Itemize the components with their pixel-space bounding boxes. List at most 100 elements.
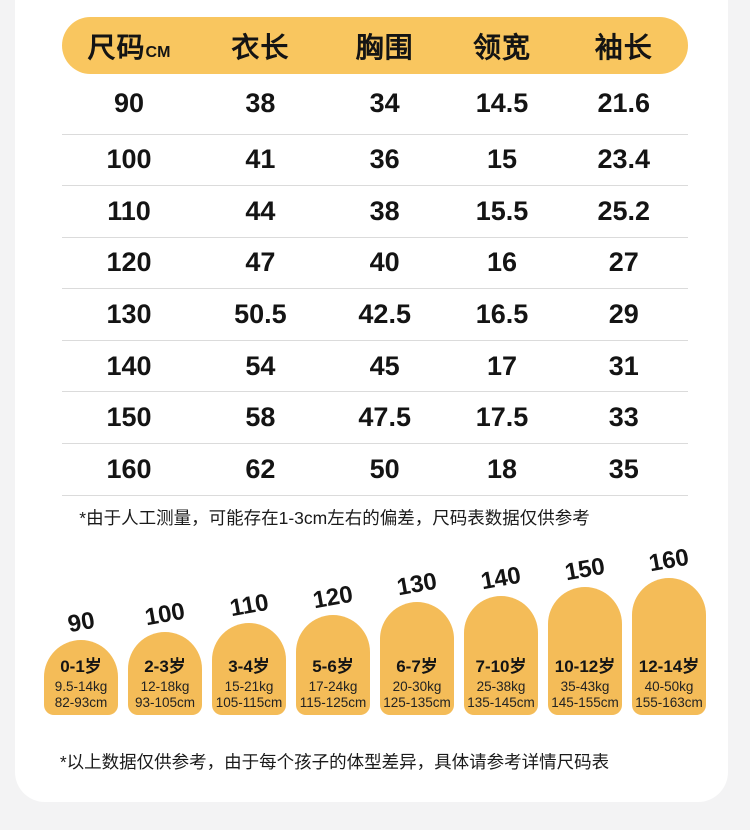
cell-chest: 50 — [369, 453, 400, 484]
age-range: 10-12岁 — [554, 657, 616, 676]
reference-note: *以上数据仅供参考，由于每个孩子的体型差异，具体请参考详情尺码表 — [59, 752, 610, 772]
age-range: 3-4岁 — [228, 657, 270, 676]
cell-length: 47 — [245, 247, 276, 278]
cell-length: 44 — [245, 195, 276, 226]
weight-range: 9.5-14kg — [54, 679, 108, 694]
size-guide-size-label: 150 — [562, 552, 607, 587]
column-header-neck: 领宽 — [473, 31, 532, 63]
cell-chest: 40 — [369, 247, 400, 278]
cell-neck: 15.5 — [475, 195, 529, 226]
cell-chest: 38 — [369, 195, 400, 226]
cell-neck: 18 — [487, 453, 518, 484]
size-guide-arch: 7-10岁 25-38kg 135-145cm — [464, 596, 538, 715]
cell-chest: 45 — [369, 350, 400, 381]
size-guide-arch: 2-3岁 12-18kg 93-105cm — [128, 632, 202, 715]
table-row: 130 50.5 42.5 16.5 29 — [62, 289, 688, 341]
height-range: 145-155cm — [551, 695, 619, 710]
size-guide-size-label: 160 — [646, 543, 691, 578]
cell-length: 50.5 — [234, 299, 287, 330]
cell-length: 62 — [245, 453, 276, 484]
cell-chest: 34 — [369, 88, 400, 119]
table-row: 110 44 38 15.5 25.2 — [62, 186, 688, 238]
cell-sleeve: 29 — [608, 299, 639, 330]
size-guide-size-label: 140 — [478, 561, 523, 596]
size-guide-arch: 6-7岁 20-30kg 125-135cm — [380, 602, 454, 715]
size-table: 尺码CM 衣长 胸围 领宽 袖长 90 38 34 14.5 21.6 100 … — [62, 17, 688, 496]
weight-range: 17-24kg — [308, 679, 358, 694]
cell-neck: 16 — [487, 247, 518, 278]
weight-range: 25-38kg — [476, 679, 526, 694]
cell-length: 41 — [245, 144, 276, 175]
height-range: 125-135cm — [383, 695, 451, 710]
size-guide-item: 150 10-12岁 35-43kg 145-155cm — [548, 545, 622, 715]
cell-size: 90 — [113, 88, 144, 119]
size-unit-label: CM — [145, 43, 171, 61]
age-range: 7-10岁 — [475, 657, 527, 676]
cell-neck: 17.5 — [475, 402, 529, 433]
size-guide-arch: 10-12岁 35-43kg 145-155cm — [548, 587, 622, 715]
size-guide-size-label: 110 — [227, 588, 271, 623]
size-guide-size-label: 90 — [65, 606, 97, 639]
cell-sleeve: 23.4 — [597, 144, 651, 175]
cell-sleeve: 31 — [608, 350, 639, 381]
size-guide-arch: 5-6岁 17-24kg 115-125cm — [296, 615, 370, 715]
age-range: 5-6岁 — [312, 657, 354, 676]
cell-size: 150 — [106, 402, 152, 433]
cell-length: 58 — [245, 402, 276, 433]
table-row: 160 62 50 18 35 — [62, 444, 688, 496]
height-range: 93-105cm — [134, 695, 196, 710]
size-guide-item: 90 0-1岁 9.5-14kg 82-93cm — [44, 545, 118, 715]
height-range: 135-145cm — [467, 695, 535, 710]
cell-size: 110 — [107, 195, 151, 226]
size-guide-item: 160 12-14岁 40-50kg 155-163cm — [632, 543, 706, 715]
size-guide-arch: 0-1岁 9.5-14kg 82-93cm — [44, 640, 118, 715]
cell-sleeve: 27 — [608, 247, 639, 278]
size-guide-item: 100 2-3岁 12-18kg 93-105cm — [128, 545, 202, 715]
column-header-length: 衣长 — [231, 31, 290, 63]
cell-length: 54 — [245, 350, 276, 381]
weight-range: 20-30kg — [392, 679, 442, 694]
weight-range: 15-21kg — [224, 679, 274, 694]
cell-sleeve: 21.6 — [597, 88, 651, 119]
age-range: 12-14岁 — [638, 657, 700, 676]
age-range: 2-3岁 — [144, 657, 186, 676]
table-row: 140 54 45 17 31 — [62, 341, 688, 393]
size-guide-arch: 12-14岁 40-50kg 155-163cm — [632, 578, 706, 715]
cell-chest: 36 — [369, 144, 400, 175]
column-header-chest: 胸围 — [355, 31, 414, 63]
cell-size: 140 — [106, 350, 152, 381]
cell-size: 100 — [106, 144, 152, 175]
height-range: 155-163cm — [635, 695, 703, 710]
cell-neck: 16.5 — [475, 299, 529, 330]
size-guide-size-label: 130 — [394, 567, 439, 602]
column-header-sleeve: 袖长 — [594, 31, 653, 63]
column-header-size: 尺码CM — [87, 31, 171, 63]
table-row: 90 38 34 14.5 21.6 — [62, 74, 688, 135]
size-guide-arch: 3-4岁 15-21kg 105-115cm — [212, 623, 286, 715]
size-guide-size-label: 120 — [310, 580, 355, 615]
cell-size: 130 — [106, 299, 152, 330]
cell-neck: 17 — [487, 350, 518, 381]
weight-range: 35-43kg — [560, 679, 610, 694]
cell-sleeve: 35 — [608, 453, 639, 484]
size-table-body: 90 38 34 14.5 21.6 100 41 36 15 23.4 110… — [62, 74, 688, 496]
cell-neck: 15 — [487, 144, 518, 175]
size-age-guide: 90 0-1岁 9.5-14kg 82-93cm 100 2-3岁 12-18k… — [44, 543, 706, 715]
age-range: 6-7岁 — [396, 657, 438, 676]
cell-sleeve: 25.2 — [597, 195, 651, 226]
table-row: 120 47 40 16 27 — [62, 238, 688, 290]
height-range: 115-125cm — [299, 695, 367, 710]
cell-length: 38 — [245, 88, 276, 119]
height-range: 105-115cm — [215, 695, 283, 710]
table-row: 100 41 36 15 23.4 — [62, 135, 688, 187]
weight-range: 12-18kg — [140, 679, 190, 694]
measurement-note: *由于人工测量，可能存在1-3cm左右的偏差，尺码表数据仅供参考 — [79, 508, 590, 528]
cell-sleeve: 33 — [608, 402, 639, 433]
size-guide-item: 110 3-4岁 15-21kg 105-115cm — [212, 545, 286, 715]
size-guide-item: 140 7-10岁 25-38kg 135-145cm — [464, 545, 538, 715]
table-row: 150 58 47.5 17.5 33 — [62, 392, 688, 445]
size-guide-item: 130 6-7岁 20-30kg 125-135cm — [380, 545, 454, 715]
cell-chest: 42.5 — [358, 299, 411, 330]
cell-neck: 14.5 — [475, 88, 529, 119]
